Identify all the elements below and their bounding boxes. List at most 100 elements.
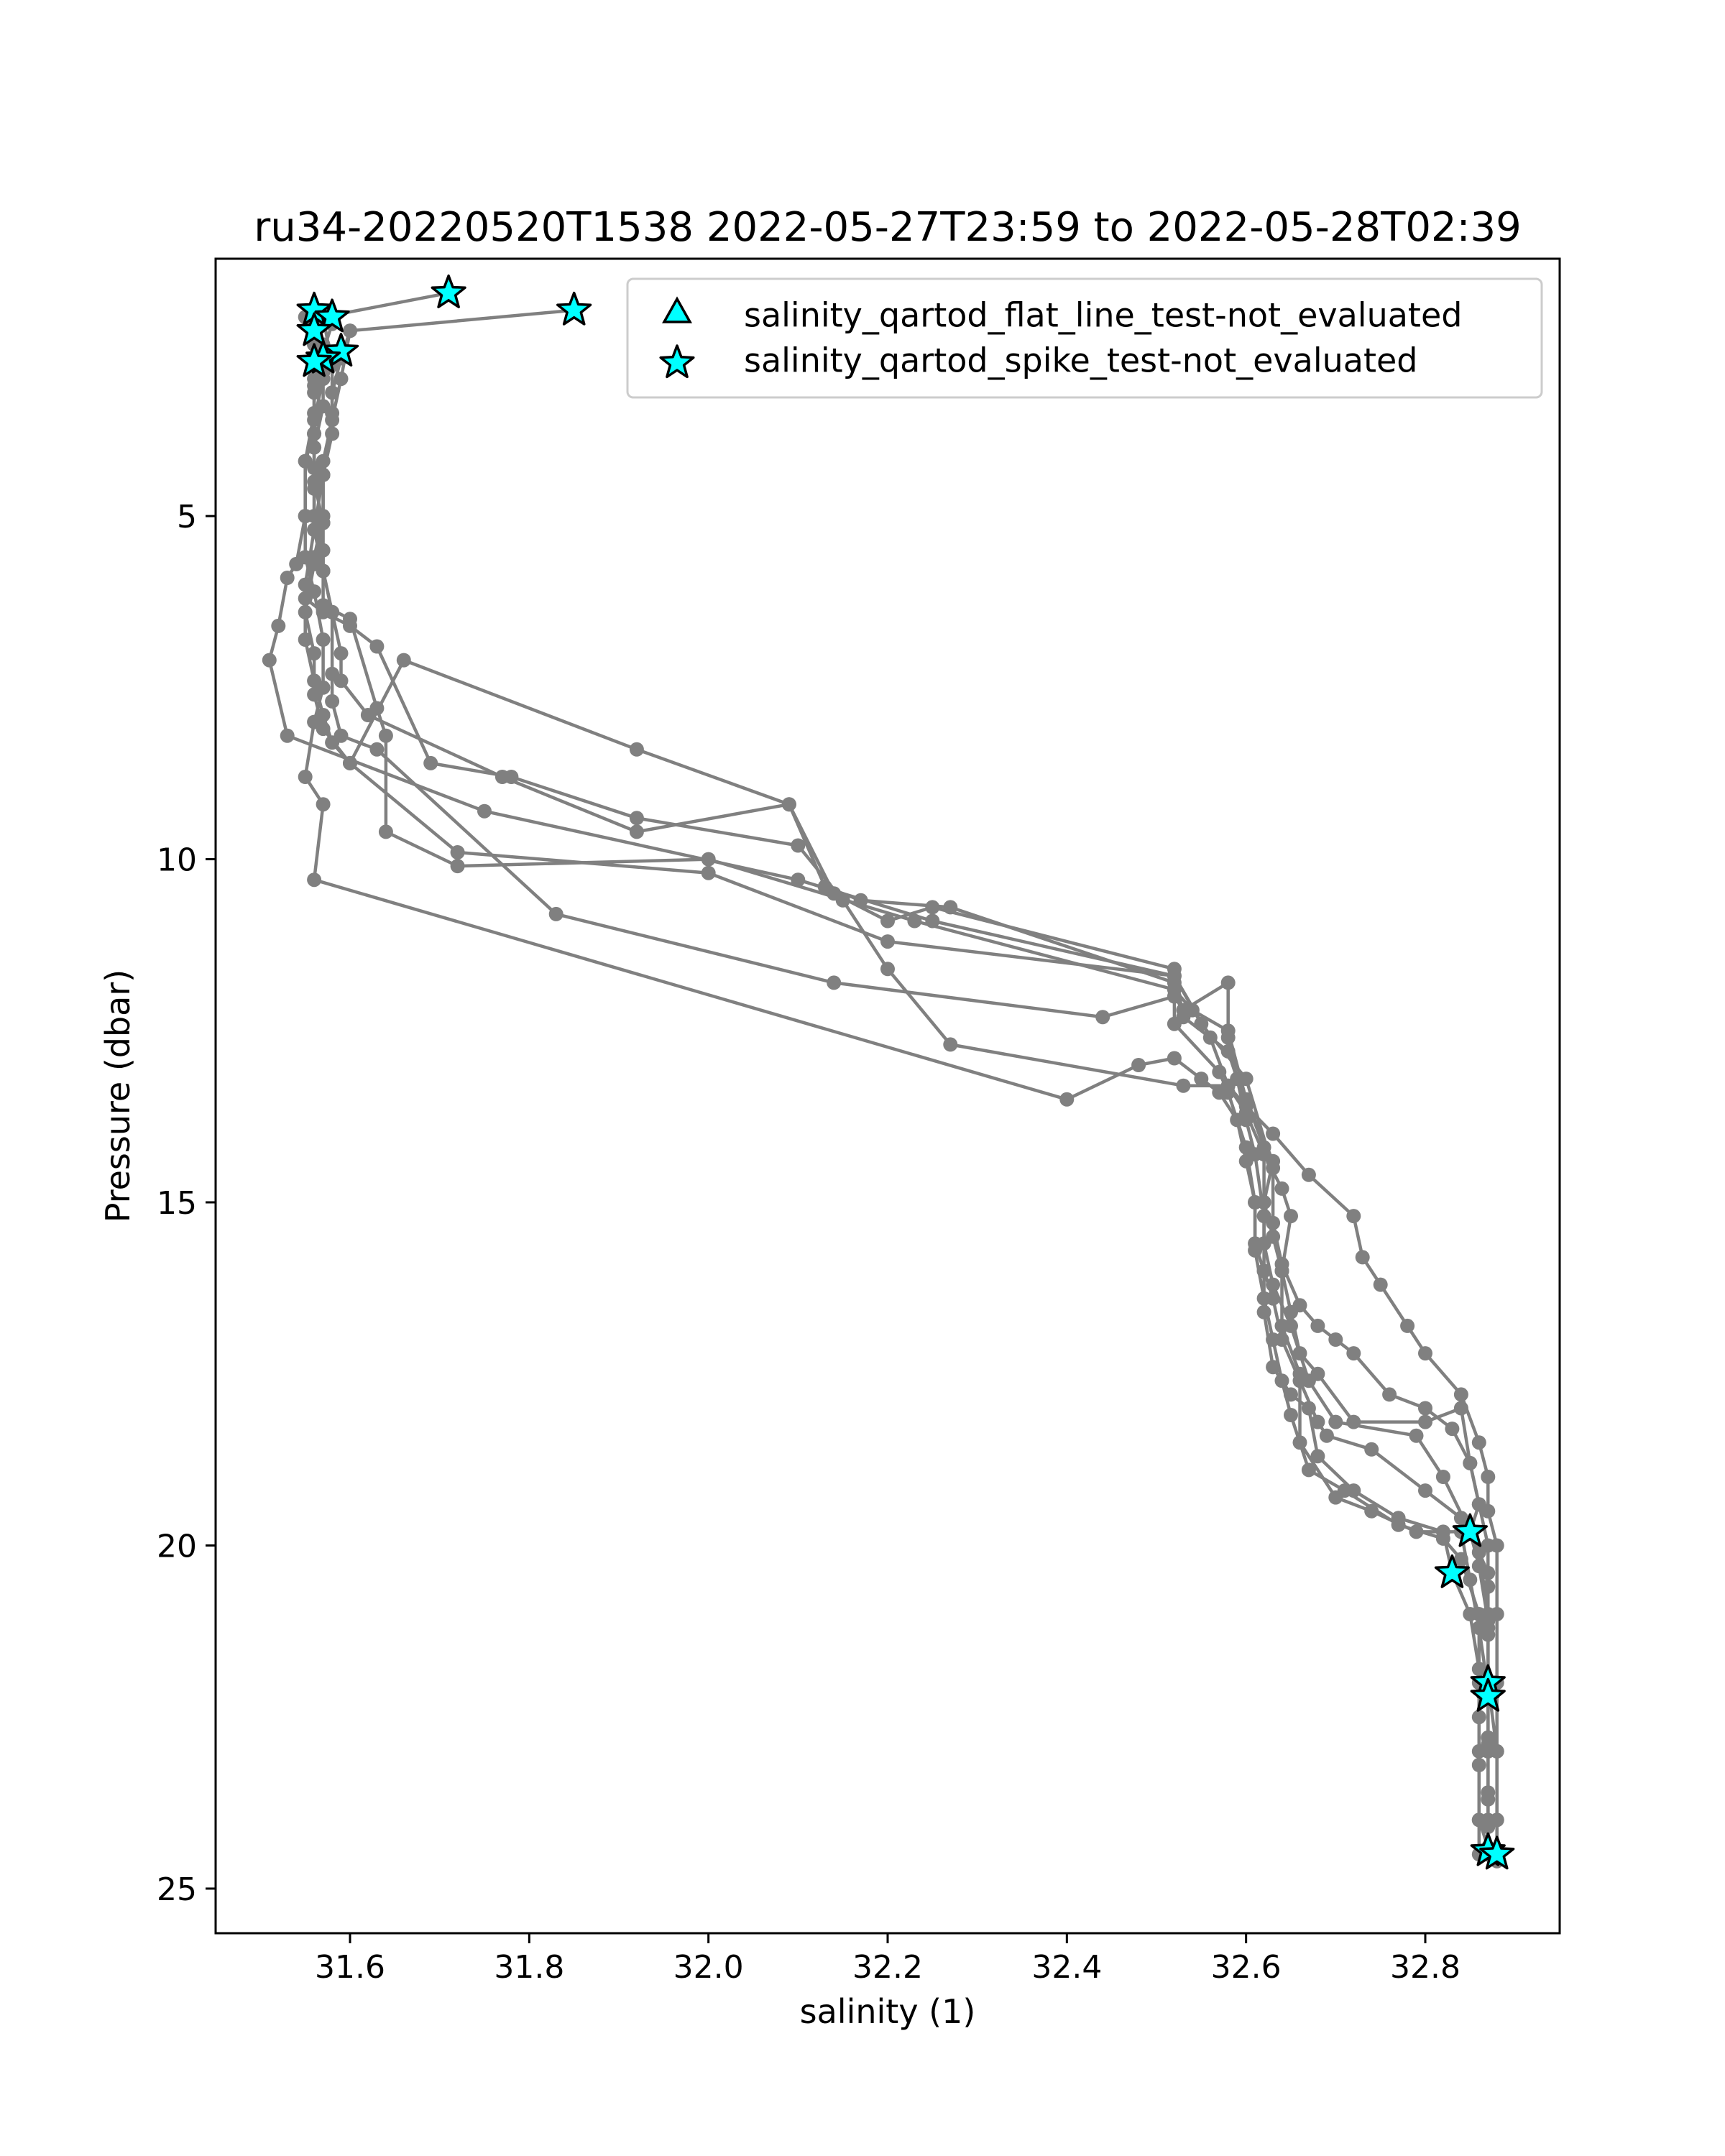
data-point	[1418, 1346, 1432, 1361]
data-point	[334, 646, 349, 661]
y-tick-label: 10	[157, 842, 197, 879]
data-point	[907, 913, 922, 929]
data-point	[1292, 1298, 1307, 1313]
data-point	[1194, 1072, 1209, 1087]
data-point	[880, 934, 895, 949]
data-point	[307, 646, 322, 661]
profile-series	[298, 351, 1486, 1862]
data-point	[378, 824, 393, 839]
data-point	[334, 728, 349, 743]
axes-frame	[214, 257, 1561, 1935]
data-point	[1400, 1318, 1415, 1333]
data-point	[1481, 1470, 1496, 1484]
data-point	[1292, 1346, 1307, 1361]
data-point	[1266, 1126, 1281, 1141]
legend-star-icon	[659, 344, 695, 379]
data-point	[280, 728, 295, 743]
data-point	[1471, 1497, 1486, 1512]
profile-series	[298, 303, 1504, 1869]
data-point	[307, 872, 322, 888]
data-point	[325, 694, 340, 709]
profile-series	[307, 285, 1496, 1862]
data-point	[1274, 1181, 1289, 1196]
data-point	[1346, 1414, 1361, 1429]
y-axis-ticks: 5 10 15 20 25	[157, 499, 216, 1908]
data-point	[1292, 1373, 1307, 1388]
spike-flag-star	[431, 274, 466, 308]
profile-series	[298, 323, 1496, 1862]
data-point	[325, 666, 340, 681]
data-point	[1131, 1058, 1146, 1072]
data-point	[817, 879, 832, 894]
x-tick-label: 32.0	[673, 1949, 744, 1986]
data-point	[1220, 1030, 1236, 1045]
data-point	[298, 453, 313, 469]
data-point	[262, 653, 277, 668]
data-point	[827, 975, 842, 990]
data-point	[1059, 1092, 1075, 1107]
data-point	[316, 797, 331, 812]
data-point	[369, 742, 385, 757]
data-point	[1310, 1449, 1325, 1464]
x-axis-label: salinity (1)	[800, 1992, 976, 2031]
profile-line	[303, 316, 1499, 1855]
data-point	[701, 852, 716, 867]
data-point	[1328, 1414, 1343, 1429]
data-point	[1248, 1195, 1263, 1210]
data-point	[1248, 1243, 1263, 1258]
profile-line	[312, 316, 1490, 1855]
data-point	[1471, 1812, 1486, 1828]
data-point	[943, 1037, 958, 1052]
data-point	[316, 467, 331, 482]
data-point	[378, 728, 393, 743]
data-point	[629, 811, 644, 826]
data-point	[1337, 1483, 1352, 1498]
data-point	[1167, 989, 1182, 1004]
profile-series	[298, 310, 1504, 1862]
data-point	[1284, 1408, 1298, 1422]
data-point	[1391, 1517, 1406, 1532]
data-point	[1256, 1291, 1271, 1306]
data-point	[1176, 1078, 1191, 1093]
data-point	[1364, 1503, 1379, 1519]
x-tick-label: 31.8	[494, 1949, 564, 1986]
data-point	[316, 515, 331, 530]
data-point	[1418, 1401, 1432, 1416]
data-point	[325, 426, 340, 441]
spike-flag-star	[296, 312, 332, 346]
data-point	[307, 372, 322, 387]
profile-line	[303, 308, 1499, 1861]
data-point	[450, 859, 465, 874]
data-point	[343, 323, 357, 338]
data-point	[853, 893, 868, 908]
data-point	[316, 722, 331, 737]
data-point	[1310, 1366, 1325, 1381]
data-point	[494, 770, 510, 784]
plot-area	[262, 285, 1504, 1869]
data-point	[1212, 1064, 1227, 1079]
data-point	[396, 653, 411, 668]
data-point	[1095, 1010, 1110, 1025]
data-point	[1266, 1161, 1281, 1176]
data-point	[1409, 1428, 1424, 1443]
spike-flag-star	[314, 298, 350, 333]
spike-flag-star	[323, 333, 359, 367]
data-point	[1310, 1414, 1325, 1429]
data-point	[629, 824, 644, 839]
data-point	[880, 962, 895, 977]
x-tick-label: 32.4	[1031, 1949, 1102, 1986]
data-point	[1481, 1579, 1496, 1594]
data-point	[307, 405, 322, 420]
y-tick-label: 15	[157, 1185, 197, 1222]
data-point	[298, 604, 313, 619]
spike-flag-star	[1479, 1835, 1515, 1870]
legend: salinity_qartod_flat_line_test-not_evalu…	[626, 277, 1543, 399]
data-point	[298, 770, 313, 784]
data-point	[1274, 1373, 1289, 1388]
data-point	[280, 571, 295, 585]
data-point	[343, 755, 357, 770]
data-point	[1176, 1003, 1191, 1018]
data-point	[1435, 1531, 1450, 1546]
data-point	[307, 556, 322, 571]
